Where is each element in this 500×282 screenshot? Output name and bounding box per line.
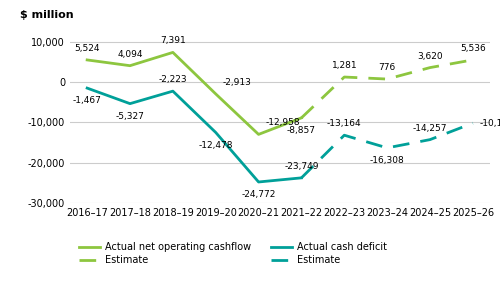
Text: 5,536: 5,536 bbox=[460, 44, 485, 53]
Text: 1,281: 1,281 bbox=[332, 61, 357, 70]
Text: -2,913: -2,913 bbox=[222, 78, 252, 87]
Text: -10,173: -10,173 bbox=[480, 119, 500, 128]
Text: -5,327: -5,327 bbox=[116, 112, 144, 121]
Text: -14,257: -14,257 bbox=[413, 124, 448, 133]
Text: -24,772: -24,772 bbox=[242, 190, 276, 199]
Text: 4,094: 4,094 bbox=[117, 50, 143, 59]
Text: -1,467: -1,467 bbox=[72, 96, 102, 105]
Text: -13,164: -13,164 bbox=[327, 119, 362, 128]
Text: 3,620: 3,620 bbox=[417, 52, 443, 61]
Text: -23,749: -23,749 bbox=[284, 162, 318, 171]
Text: 5,524: 5,524 bbox=[74, 44, 100, 53]
Text: 7,391: 7,391 bbox=[160, 36, 186, 45]
Text: -12,478: -12,478 bbox=[198, 141, 233, 150]
Text: $ million: $ million bbox=[20, 10, 73, 20]
Text: -8,857: -8,857 bbox=[287, 126, 316, 135]
Legend: Actual net operating cashflow, Estimate, Actual cash deficit, Estimate: Actual net operating cashflow, Estimate,… bbox=[75, 238, 390, 269]
Text: -16,308: -16,308 bbox=[370, 156, 404, 165]
Text: 776: 776 bbox=[378, 63, 396, 72]
Text: -12,958: -12,958 bbox=[266, 118, 300, 127]
Text: -2,223: -2,223 bbox=[158, 75, 187, 84]
